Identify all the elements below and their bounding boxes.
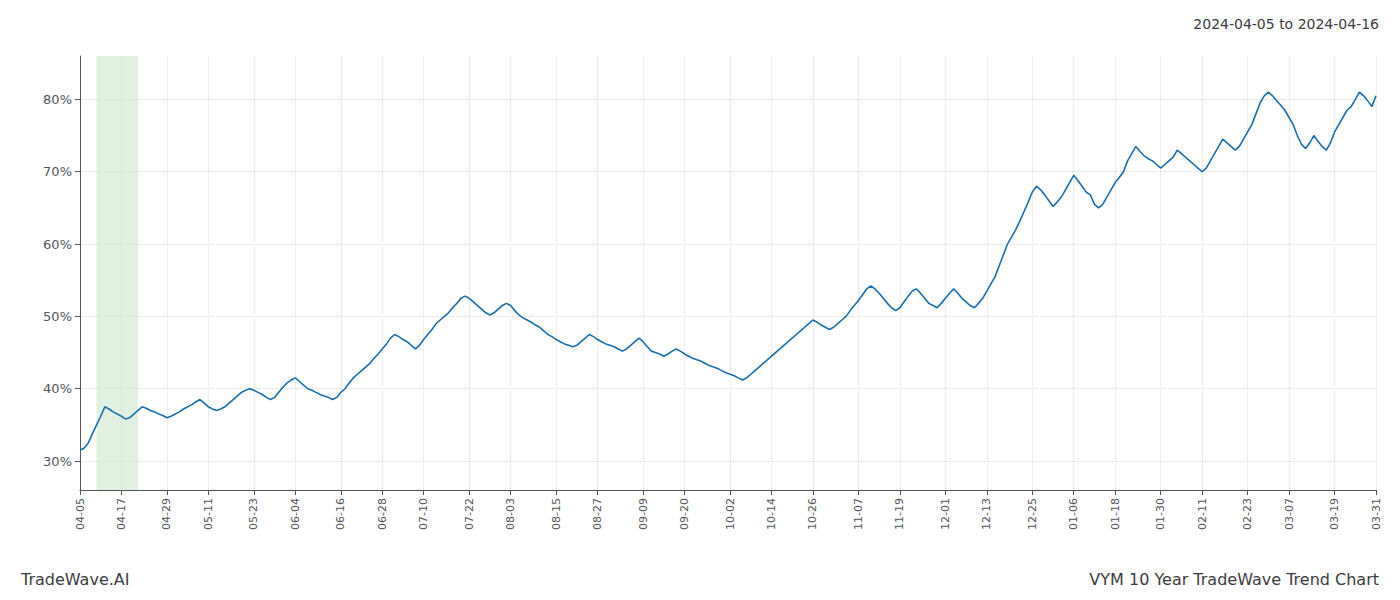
svg-text:12-25: 12-25: [1026, 498, 1039, 530]
svg-text:04-05: 04-05: [74, 498, 87, 530]
svg-text:01-30: 01-30: [1154, 498, 1167, 530]
svg-text:07-10: 07-10: [417, 498, 430, 530]
svg-text:10-02: 10-02: [724, 498, 737, 530]
svg-text:05-23: 05-23: [247, 498, 260, 530]
svg-text:30%: 30%: [43, 454, 72, 469]
svg-text:03-07: 03-07: [1283, 498, 1296, 530]
svg-text:80%: 80%: [43, 92, 72, 107]
svg-text:11-19: 11-19: [893, 498, 906, 530]
svg-text:04-17: 04-17: [115, 498, 128, 530]
svg-text:40%: 40%: [43, 381, 72, 396]
svg-text:06-16: 06-16: [334, 498, 347, 530]
svg-text:06-28: 06-28: [376, 498, 389, 530]
svg-text:02-11: 02-11: [1196, 498, 1209, 530]
svg-text:03-19: 03-19: [1328, 498, 1341, 530]
svg-text:70%: 70%: [43, 164, 72, 179]
svg-text:01-18: 01-18: [1109, 498, 1122, 530]
svg-text:11-07: 11-07: [852, 498, 865, 530]
svg-text:04-29: 04-29: [160, 498, 173, 530]
svg-text:60%: 60%: [43, 237, 72, 252]
svg-text:06-04: 06-04: [289, 498, 302, 530]
svg-text:09-20: 09-20: [678, 498, 691, 530]
svg-text:50%: 50%: [43, 309, 72, 324]
svg-text:08-27: 08-27: [591, 498, 604, 530]
svg-text:08-03: 08-03: [504, 498, 517, 530]
svg-text:01-06: 01-06: [1067, 498, 1080, 530]
svg-text:2024-04-05 to 2024-04-16: 2024-04-05 to 2024-04-16: [1193, 16, 1379, 32]
svg-text:09-09: 09-09: [637, 498, 650, 530]
svg-text:02-23: 02-23: [1241, 498, 1254, 530]
svg-text:10-26: 10-26: [806, 498, 819, 530]
svg-text:12-13: 12-13: [980, 498, 993, 530]
svg-text:10-14: 10-14: [765, 498, 778, 530]
svg-text:07-22: 07-22: [463, 498, 476, 530]
svg-text:03-31: 03-31: [1370, 498, 1383, 530]
svg-text:VYM 10 Year TradeWave Trend Ch: VYM 10 Year TradeWave Trend Chart: [1089, 570, 1379, 589]
svg-text:05-11: 05-11: [202, 498, 215, 530]
svg-text:08-15: 08-15: [550, 498, 563, 530]
svg-text:12-01: 12-01: [939, 498, 952, 530]
svg-text:TradeWave.AI: TradeWave.AI: [20, 570, 129, 589]
